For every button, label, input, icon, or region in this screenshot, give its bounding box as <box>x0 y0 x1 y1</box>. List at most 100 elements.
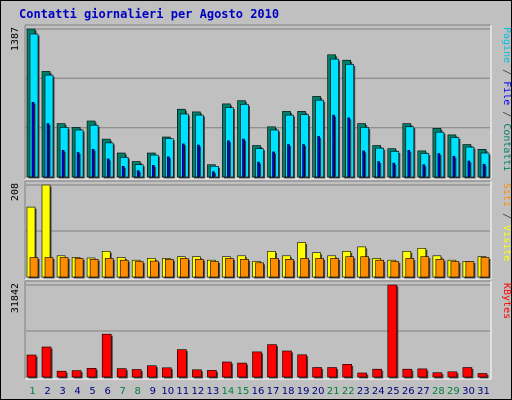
y-max-label-2: 31842 <box>10 283 21 313</box>
bar-kbytes-16 <box>253 352 262 377</box>
bar-kbytes-12 <box>192 370 201 377</box>
x-tick-4: 4 <box>74 386 80 397</box>
bar-file-27 <box>423 165 425 177</box>
x-tick-28: 28 <box>432 386 445 397</box>
bar-siti-10 <box>165 259 173 277</box>
bar-kbytes-10 <box>162 368 171 377</box>
bar-kbytes-7 <box>117 369 126 377</box>
bar-siti-15 <box>241 259 249 277</box>
x-tick-16: 16 <box>252 386 265 397</box>
bar-file-13 <box>212 172 214 177</box>
y-max-label-1: 208 <box>10 183 21 201</box>
y-max-label-0: 1387 <box>10 27 21 51</box>
bar-file-8 <box>137 171 139 177</box>
legend-entry: File <box>501 81 511 105</box>
bar-file-11 <box>182 144 184 177</box>
bar-file-10 <box>167 157 169 177</box>
bar-kbytes-17 <box>268 345 277 377</box>
x-tick-21: 21 <box>327 386 340 397</box>
bar-file-4 <box>77 153 79 178</box>
x-tick-13: 13 <box>207 386 220 397</box>
x-tick-26: 26 <box>402 386 415 397</box>
bar-file-12 <box>197 145 199 177</box>
bar-siti-11 <box>180 258 188 277</box>
x-tick-18: 18 <box>282 386 295 397</box>
bar-file-21 <box>333 115 335 177</box>
legend-entry: Pagine <box>501 27 511 63</box>
bar-kbytes-31 <box>478 374 487 378</box>
x-tick-24: 24 <box>372 386 385 397</box>
bar-file-6 <box>107 159 109 177</box>
bar-file-28 <box>438 154 440 178</box>
bar-siti-14 <box>225 258 233 277</box>
bar-kbytes-8 <box>132 370 141 378</box>
bar-siti-28 <box>436 259 444 277</box>
bar-siti-20 <box>316 258 324 277</box>
x-tick-7: 7 <box>120 386 126 397</box>
bar-file-15 <box>243 139 245 177</box>
bar-file-18 <box>288 145 290 178</box>
bar-file-9 <box>152 165 154 177</box>
bar-siti-16 <box>256 263 264 277</box>
bar-kbytes-22 <box>343 364 352 377</box>
x-tick-23: 23 <box>357 386 370 397</box>
x-tick-25: 25 <box>387 386 400 397</box>
bar-siti-4 <box>75 258 83 277</box>
bar-kbytes-1 <box>27 355 36 377</box>
bar-siti-27 <box>421 257 429 277</box>
bar-kbytes-28 <box>433 373 442 377</box>
bar-file-19 <box>303 145 305 178</box>
bar-kbytes-23 <box>358 373 367 377</box>
bar-kbytes-14 <box>222 362 231 377</box>
bar-kbytes-5 <box>87 368 96 377</box>
bar-file-14 <box>227 141 229 177</box>
bar-file-26 <box>408 150 410 177</box>
bar-kbytes-4 <box>72 371 81 377</box>
bar-kbytes-19 <box>298 355 307 377</box>
legend-2: KBytes <box>501 283 511 319</box>
bar-file-20 <box>318 137 320 178</box>
bar-file-16 <box>258 162 260 177</box>
bar-kbytes-25 <box>388 285 397 377</box>
bar-kbytes-20 <box>313 368 322 378</box>
bar-siti-30 <box>466 262 474 278</box>
bar-file-25 <box>393 163 395 177</box>
bar-kbytes-24 <box>373 369 382 377</box>
x-tick-3: 3 <box>59 386 65 397</box>
x-tick-14: 14 <box>222 386 235 397</box>
bar-file-29 <box>453 156 455 177</box>
bar-kbytes-3 <box>57 371 66 377</box>
x-tick-11: 11 <box>176 386 189 397</box>
bar-kbytes-18 <box>283 351 292 377</box>
bar-file-7 <box>122 166 124 177</box>
bar-file-3 <box>62 150 64 177</box>
bar-siti-22 <box>346 257 354 277</box>
legend-entry: / <box>501 63 511 81</box>
bar-kbytes-13 <box>207 370 216 377</box>
bar-siti-21 <box>331 258 339 277</box>
bar-siti-5 <box>90 259 98 277</box>
bar-siti-7 <box>120 260 128 277</box>
x-tick-9: 9 <box>150 386 156 397</box>
bar-siti-18 <box>286 259 294 277</box>
bar-file-22 <box>348 118 350 177</box>
bar-kbytes-9 <box>147 366 156 377</box>
bar-siti-17 <box>271 258 279 277</box>
bar-siti-19 <box>301 258 309 277</box>
x-tick-15: 15 <box>237 386 250 397</box>
bar-siti-31 <box>481 258 489 278</box>
legend-0: Pagine / File / Contatti <box>501 27 511 172</box>
x-tick-12: 12 <box>192 386 205 397</box>
bar-kbytes-2 <box>42 347 51 377</box>
legend-entry: Visite <box>501 225 511 261</box>
bar-kbytes-6 <box>102 334 111 377</box>
x-tick-22: 22 <box>342 386 355 397</box>
x-tick-1: 1 <box>29 386 35 397</box>
bar-siti-26 <box>406 258 414 277</box>
x-tick-10: 10 <box>161 386 174 397</box>
bar-siti-6 <box>105 258 113 277</box>
bar-kbytes-27 <box>418 369 427 377</box>
bar-siti-2 <box>45 258 53 278</box>
